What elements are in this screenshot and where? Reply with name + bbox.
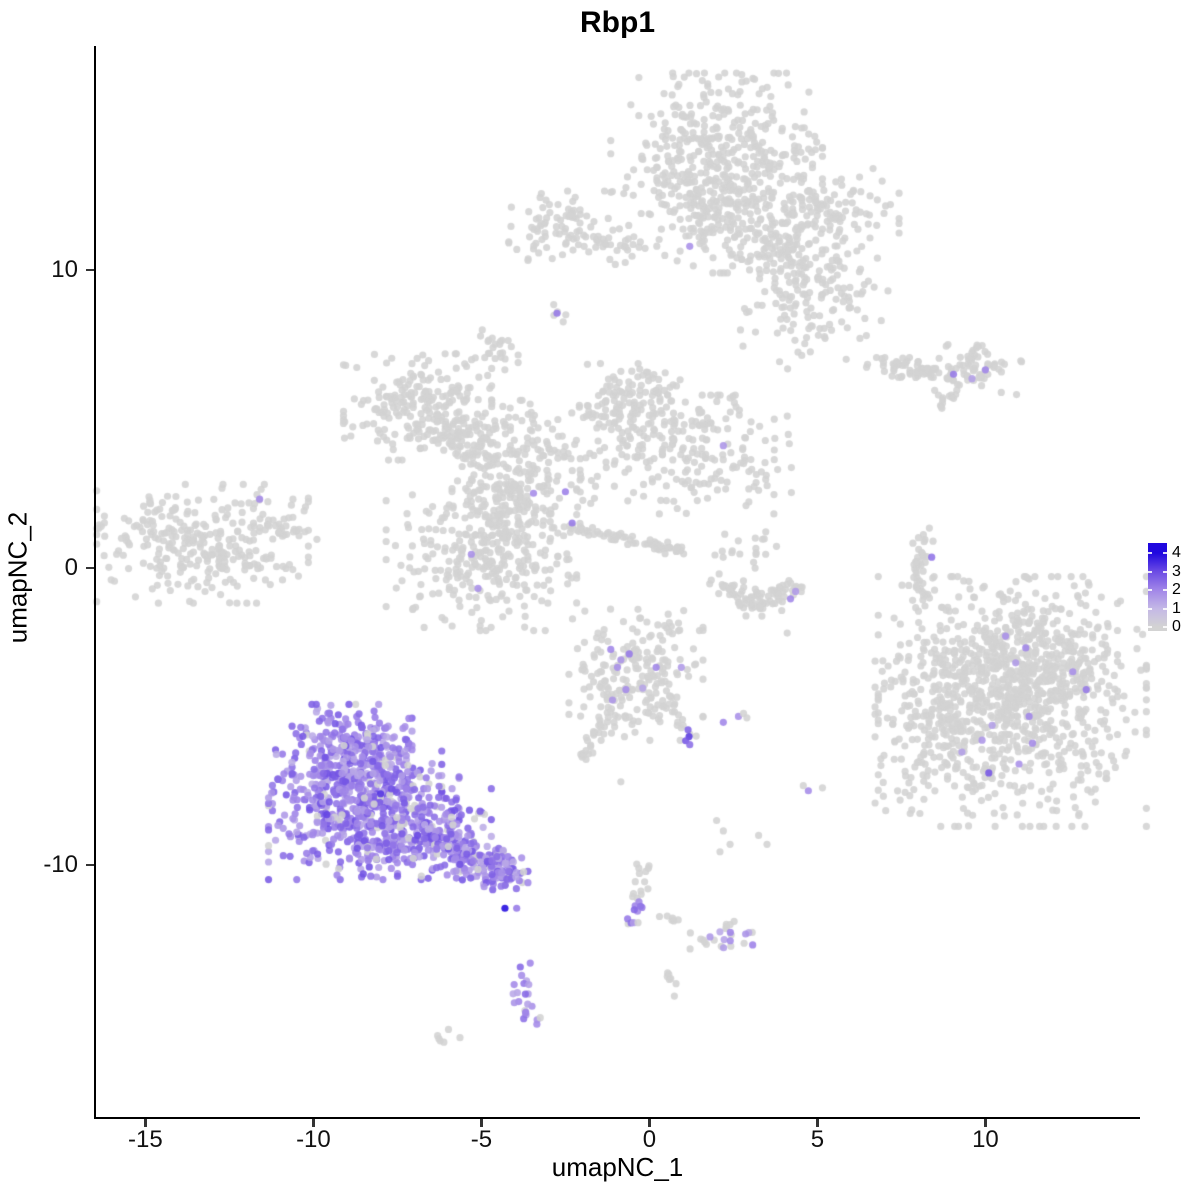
y-tick-mark [86,864,94,867]
x-tick-label: 10 [972,1126,999,1153]
colorbar-tick-notch [1148,589,1152,591]
y-tick-mark [86,269,94,272]
x-axis-line [94,1117,1140,1120]
y-tick-label: 0 [64,553,78,581]
colorbar-value-label: 4 [1172,544,1181,561]
y-tick-label: 10 [51,256,78,284]
colorbar-tick-notch [1163,607,1167,610]
colorbar-tick-notch [1148,607,1152,610]
x-tick-mark [648,1119,651,1127]
colorbar-tick-notch [1148,570,1152,573]
y-axis-line [94,46,97,1119]
x-tick-mark [480,1119,483,1127]
plot-title: Rbp1 [580,6,655,39]
colorbar-value-label: 2 [1172,581,1181,598]
y-tick-mark [86,566,94,569]
colorbar-tick-notch [1148,552,1152,554]
colorbar-tick-notch [1148,626,1152,628]
colorbar-value-label: 1 [1172,599,1181,617]
y-tick-label: -10 [43,851,78,879]
colorbar-gradient [1148,543,1167,631]
y-axis-label: umapNC_2 [2,511,33,644]
colorbar-value-label: 3 [1172,562,1181,580]
x-tick-mark [984,1119,987,1127]
colorbar-tick-notch [1163,570,1167,573]
x-tick-label: -5 [470,1126,493,1153]
x-tick-mark [816,1119,819,1127]
x-tick-mark [144,1119,147,1127]
x-tick-mark [312,1119,315,1127]
x-tick-label: 0 [642,1126,657,1153]
x-tick-label: 5 [810,1126,825,1153]
x-tick-label: -15 [128,1126,163,1153]
colorbar-tick-notch [1163,626,1167,628]
x-tick-label: -10 [296,1126,331,1153]
colorbar-value-label: 0 [1172,618,1181,635]
colorbar-tick-notch [1163,589,1167,591]
x-axis-label: umapNC_1 [551,1152,684,1182]
colorbar-tick-notch [1163,552,1167,554]
